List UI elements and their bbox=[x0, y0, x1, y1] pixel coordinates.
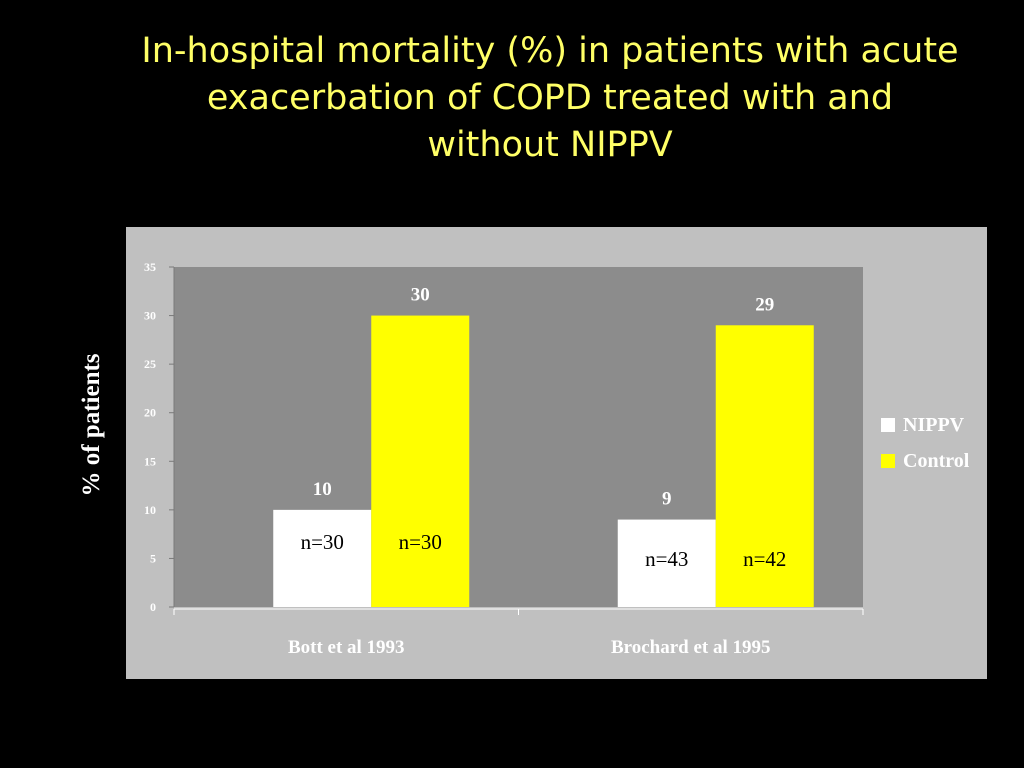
y-tick-label: 15 bbox=[144, 454, 156, 468]
sample-size-label: n=30 bbox=[399, 530, 442, 554]
y-axis-label: % of patients bbox=[78, 353, 105, 497]
legend-item-nippv: NIPPV bbox=[881, 407, 969, 443]
data-label: 10 bbox=[313, 479, 332, 500]
legend: NIPPV Control bbox=[881, 407, 969, 479]
sample-size-label: n=43 bbox=[645, 547, 688, 571]
y-tick-label: 5 bbox=[150, 551, 156, 565]
bar-nippv bbox=[617, 519, 716, 607]
bar-control bbox=[715, 325, 814, 607]
sample-size-label: n=42 bbox=[743, 547, 786, 571]
legend-swatch-nippv bbox=[881, 418, 895, 432]
bar-chart: 0 5 10 15 20 25 30 35 10 n=30 30 n=30 Bott et al 199… bbox=[144, 260, 864, 658]
data-label: 30 bbox=[411, 285, 430, 306]
legend-label-nippv: NIPPV bbox=[903, 413, 965, 436]
slide-title: In-hospital mortality (%) in patients wi… bbox=[141, 31, 959, 165]
data-label: 9 bbox=[662, 489, 672, 510]
category-label: Bott et al 1993 bbox=[288, 637, 405, 658]
bar-control bbox=[371, 315, 470, 607]
legend-swatch-control bbox=[881, 454, 895, 468]
sample-size-label: n=30 bbox=[301, 530, 344, 554]
data-label: 29 bbox=[755, 294, 774, 315]
y-tick-label: 30 bbox=[144, 309, 156, 323]
legend-label-control: Control bbox=[903, 449, 970, 472]
y-tick-label: 10 bbox=[144, 503, 156, 517]
chart-panel: 0 5 10 15 20 25 30 35 10 n=30 30 n=30 Bott et al 199… bbox=[126, 227, 987, 679]
category-label: Brochard et al 1995 bbox=[611, 637, 771, 658]
bar-nippv bbox=[273, 509, 372, 607]
y-tick-label: 0 bbox=[150, 600, 156, 614]
legend-item-control: Control bbox=[881, 443, 969, 479]
y-tick-label: 25 bbox=[144, 357, 156, 371]
y-tick-label: 35 bbox=[144, 260, 156, 274]
y-tick-label: 20 bbox=[144, 406, 156, 420]
